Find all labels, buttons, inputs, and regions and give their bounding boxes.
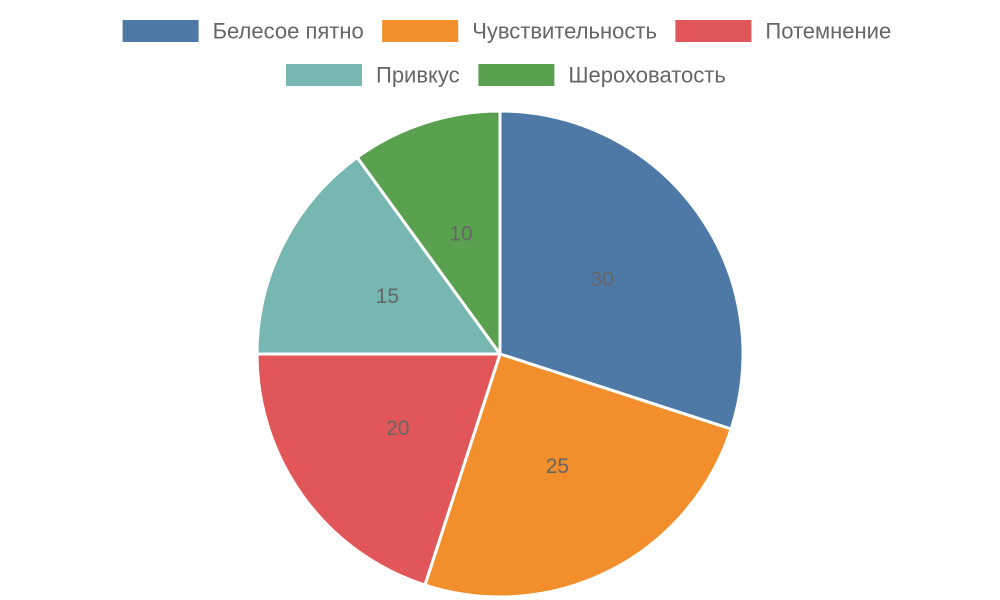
- slice-labels: 30 25 20 15 10: [376, 222, 614, 478]
- slice-value-label: 10: [449, 222, 472, 245]
- legend-swatch: [478, 64, 555, 86]
- legend-item[interactable]: Белесое пятно: [122, 19, 364, 44]
- legend-label: Потемнение: [765, 19, 891, 44]
- pie-slice-2[interactable]: [423, 352, 733, 599]
- legend-item[interactable]: Шероховатость: [478, 63, 726, 88]
- legend-swatch: [382, 20, 459, 42]
- slice-value-label: 20: [386, 417, 409, 440]
- legend-swatch: [286, 64, 362, 86]
- legend-label: Шероховатость: [568, 63, 725, 88]
- legend-label: Белесое пятно: [213, 19, 364, 44]
- pie-slice-3[interactable]: [255, 352, 502, 587]
- slice-value-label: 25: [546, 455, 569, 478]
- pie-slice-5[interactable]: [355, 109, 502, 356]
- legend-swatch: [122, 20, 199, 42]
- pie-slice-4[interactable]: [255, 155, 502, 356]
- pie-slice-1[interactable]: [498, 109, 745, 431]
- legend-item[interactable]: Чувствительность: [382, 19, 657, 44]
- slice-value-label: 30: [591, 268, 614, 291]
- slice-value-label: 15: [376, 285, 399, 308]
- legend: Белесое пятно Чувствительность Потемнение П…: [122, 19, 891, 88]
- legend-swatch: [675, 20, 752, 42]
- legend-label: Чувствительность: [472, 19, 657, 44]
- pie-slices: [255, 109, 745, 599]
- legend-item[interactable]: Привкус: [286, 63, 460, 88]
- legend-label: Привкус: [376, 63, 460, 88]
- legend-item[interactable]: Потемнение: [675, 19, 891, 44]
